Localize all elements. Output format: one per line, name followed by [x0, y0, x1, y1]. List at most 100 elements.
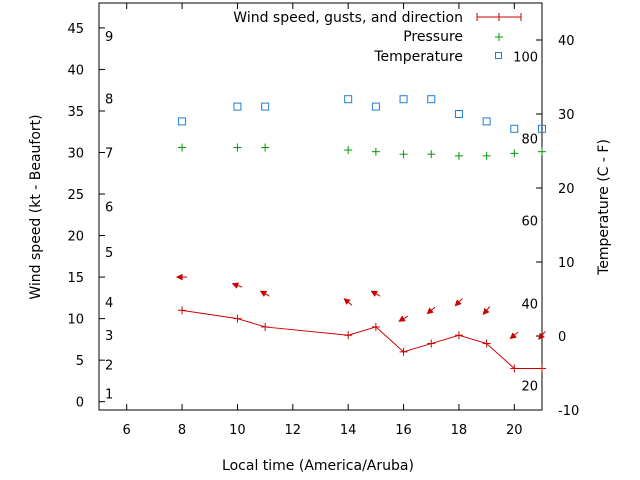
wind-speed-point [261, 322, 270, 331]
wind-direction-arrow [482, 306, 491, 316]
pressure-point [178, 143, 187, 152]
fahrenheit-scale: 20 40 60 80 100 [513, 50, 538, 394]
wind-speed-point [178, 306, 187, 315]
fahrenheit-label: 80 [521, 132, 538, 147]
temperature-point [427, 95, 436, 104]
wind-speed-point [482, 339, 491, 348]
legend-swatch-pressure [495, 33, 503, 41]
wind-direction-arrow [538, 331, 546, 340]
pressure-point [261, 143, 270, 152]
x-tick-label: 12 [285, 423, 302, 438]
temperature-point [482, 117, 491, 126]
wind-speed-point [233, 314, 242, 323]
y2-tick-label: 10 [558, 256, 575, 271]
fahrenheit-label: 100 [513, 50, 538, 65]
beaufort-label: 2 [105, 358, 113, 373]
temperature-point [233, 102, 242, 111]
wind-speed-point [427, 339, 436, 348]
y2-axis-title: Temperature (C - F) [596, 139, 612, 276]
y2-tick-label: 20 [558, 182, 575, 197]
pressure-point [538, 147, 546, 156]
wind-speed-point [538, 364, 546, 373]
wind-direction-arrow [426, 306, 436, 315]
pressure-point [482, 151, 491, 160]
wind-direction-arrow [509, 331, 519, 340]
wind-speed-point [371, 322, 380, 331]
pressure-point [454, 151, 463, 160]
y2-tick-label: 0 [558, 330, 566, 345]
y-tick-label: 25 [67, 188, 84, 203]
x-tick-label: 18 [451, 423, 468, 438]
y-axis-right: -10 0 10 20 30 40 [536, 34, 579, 419]
beaufort-label: 9 [105, 30, 113, 45]
temperature-series [178, 95, 546, 133]
wind-speed-point [454, 331, 463, 340]
y2-tick-label: -10 [558, 404, 579, 419]
y-tick-label: 0 [76, 396, 84, 411]
beaufort-label: 5 [105, 246, 113, 261]
x-axis: 6 8 10 12 14 16 18 20 [123, 3, 523, 438]
pressure-series [178, 143, 546, 160]
y-tick-label: 35 [67, 105, 84, 120]
y-tick-label: 40 [67, 63, 84, 78]
beaufort-label: 3 [105, 329, 113, 344]
wind-direction-arrow [370, 290, 381, 297]
y2-tick-label: 30 [558, 108, 575, 123]
pressure-point [371, 147, 380, 156]
beaufort-label: 4 [105, 296, 113, 311]
legend-swatch-temperature [495, 52, 502, 59]
x-tick-label: 14 [340, 423, 357, 438]
y2-tick-label: 40 [558, 34, 575, 49]
y-tick-label: 45 [67, 22, 84, 37]
wind-direction-arrow [343, 298, 353, 306]
temperature-point [399, 95, 408, 104]
temperature-point [371, 102, 380, 111]
temperature-point [538, 124, 546, 133]
x-axis-title: Local time (America/Aruba) [222, 458, 414, 474]
beaufort-label: 7 [105, 147, 113, 162]
wind-direction-arrow [259, 290, 270, 297]
pressure-point [427, 150, 436, 159]
pressure-point [399, 150, 408, 159]
wind-direction-arrow [231, 282, 243, 289]
y-axis-left: 0 5 10 15 20 25 30 35 40 45 [67, 22, 105, 411]
beaufort-label: 6 [105, 201, 113, 216]
wind-direction-arrow [454, 298, 463, 307]
beaufort-scale: 1 2 3 4 5 6 7 8 9 [105, 30, 113, 402]
temperature-point [261, 102, 270, 111]
fahrenheit-label: 20 [521, 380, 538, 395]
legend-swatch-wind [476, 13, 522, 21]
y-tick-label: 15 [67, 271, 84, 286]
y-tick-label: 20 [67, 230, 84, 245]
wind-speed-point [344, 331, 353, 340]
fahrenheit-label: 60 [521, 215, 538, 230]
wind-speed-series [178, 306, 546, 373]
y-axis-title: Wind speed (kt - Beaufort) [28, 114, 44, 299]
pressure-point [344, 146, 353, 155]
temperature-point [344, 95, 353, 104]
plot-frame [98, 2, 543, 411]
x-tick-label: 20 [506, 423, 523, 438]
beaufort-label: 8 [105, 93, 113, 108]
legend: Wind speed, gusts, and direction Pressur… [233, 10, 522, 65]
temperature-point [454, 110, 463, 118]
wind-direction-series [175, 273, 546, 340]
x-tick-label: 16 [395, 423, 412, 438]
beaufort-label: 1 [105, 387, 113, 402]
temperature-point [510, 124, 519, 133]
fahrenheit-label: 40 [521, 297, 538, 312]
wind-speed-point [399, 347, 408, 356]
pressure-point [510, 149, 519, 158]
legend-label-pressure: Pressure [403, 29, 463, 45]
wind-direction-arrow [175, 273, 188, 281]
y-tick-label: 30 [67, 147, 84, 162]
x-tick-label: 6 [123, 423, 131, 438]
wind-direction-arrow [398, 315, 409, 322]
y-tick-label: 5 [76, 354, 84, 369]
x-tick-label: 10 [229, 423, 246, 438]
temperature-point [178, 117, 187, 126]
y-tick-label: 10 [67, 313, 84, 328]
legend-label-temperature: Temperature [373, 49, 463, 65]
pressure-point [233, 143, 242, 152]
